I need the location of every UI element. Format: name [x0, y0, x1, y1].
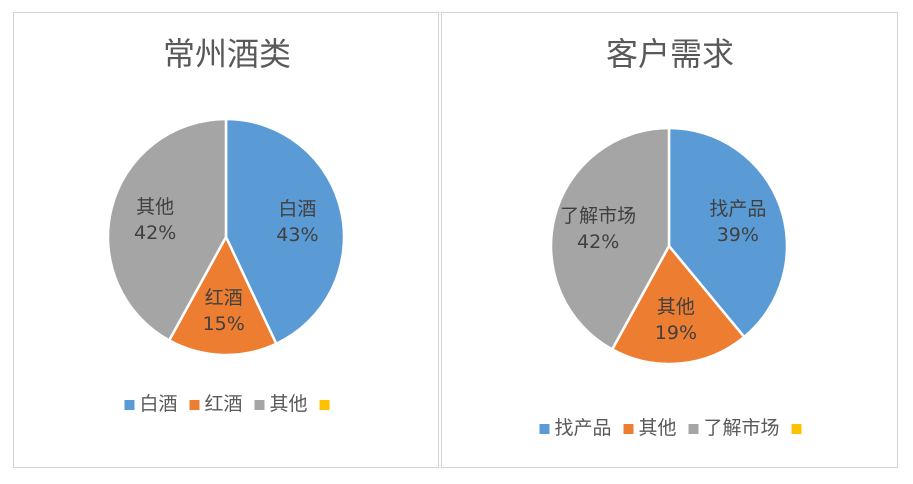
legend-label: 其他: [638, 417, 676, 439]
pie-slice-红酒: [167, 234, 278, 357]
slice-label-找产品: 找产品: [709, 198, 766, 220]
legend-label: 红酒: [204, 393, 242, 415]
slice-label-红酒: 红酒: [205, 287, 243, 309]
slice-label-白酒: 白酒: [278, 198, 316, 220]
legend-item-白酒: 白酒: [124, 393, 177, 415]
pie-slices: [106, 117, 346, 357]
pie-labels: 找产品 39% 其他 19% 了解市场 42%: [560, 198, 766, 344]
legend-label: 找产品: [554, 417, 611, 439]
slice-label-了解市场: 了解市场: [560, 205, 636, 227]
pie-slice-白酒: [224, 117, 346, 346]
legend: 白酒 红酒 其他: [124, 393, 330, 415]
legend-swatch: [791, 424, 802, 434]
chart-title: 常州酒类: [163, 35, 291, 73]
legend-swatch: [539, 424, 550, 434]
slice-label-其他: 其他: [657, 296, 695, 318]
pie-slices: [549, 126, 789, 366]
legend-item-红酒: 红酒: [189, 393, 243, 415]
chart-panel-customer-needs: 客户需求 找产品 39% 其他 19% 了解市场 42% 找产品 其他 了解市场: [441, 12, 898, 468]
legend-item-其他: 其他: [254, 393, 308, 415]
legend-item-其他: 其他: [623, 417, 677, 439]
legend-swatch: [189, 400, 200, 410]
slice-percent-其他: 42%: [134, 222, 176, 244]
slice-percent-白酒: 43%: [276, 224, 318, 246]
slice-percent-了解市场: 42%: [577, 231, 619, 253]
slice-percent-其他: 19%: [655, 322, 697, 344]
pie-slice-了解市场: [549, 126, 671, 352]
legend-label: 白酒: [139, 393, 177, 415]
slice-percent-红酒: 15%: [203, 313, 245, 335]
pie-slice-找产品: [667, 126, 789, 339]
legend-swatch: [124, 400, 135, 410]
slice-label-其他: 其他: [136, 196, 174, 218]
pie-slice-其他: [610, 243, 746, 366]
pie-labels: 白酒 43% 红酒 15% 其他 42%: [134, 196, 318, 335]
slice-percent-找产品: 39%: [717, 224, 759, 246]
pie-slice-其他: [106, 117, 228, 343]
legend-item-unnamed: [319, 400, 330, 410]
legend: 找产品 其他 了解市场: [539, 417, 802, 439]
legend-swatch: [254, 400, 265, 410]
legend-swatch: [319, 400, 330, 410]
legend-item-找产品: 找产品: [539, 417, 611, 439]
legend-swatch: [623, 424, 634, 434]
chart-title: 客户需求: [606, 35, 734, 73]
legend-label: 了解市场: [704, 417, 780, 439]
legend-item-unnamed: [791, 424, 802, 434]
legend-swatch: [688, 424, 699, 434]
legend-item-了解市场: 了解市场: [688, 417, 780, 439]
chart-panel-wine: 常州酒类 白酒 43% 红酒 15% 其他 42% 白酒 红酒 其他: [13, 12, 439, 468]
legend-label: 其他: [270, 393, 308, 415]
